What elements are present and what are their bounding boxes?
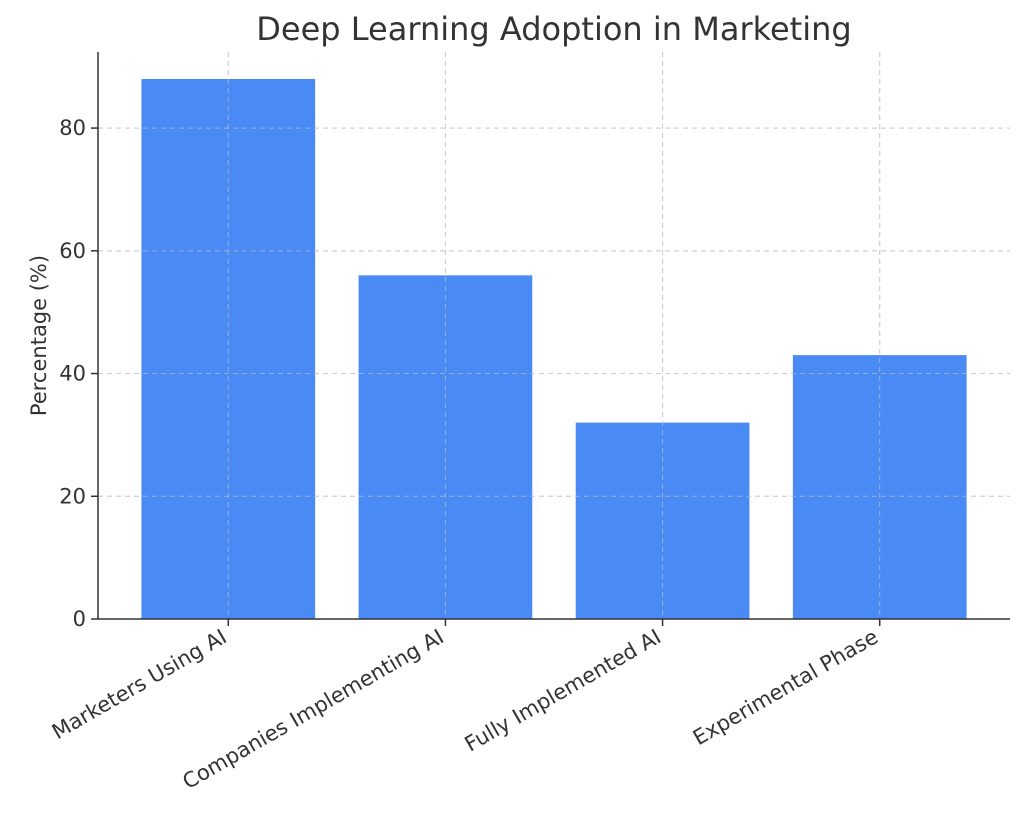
y-tick-label: 40: [59, 362, 86, 386]
x-tick-label: Experimental Phase: [689, 625, 882, 750]
x-tick-label: Fully Implemented AI: [461, 625, 665, 757]
y-tick-label: 0: [73, 607, 86, 631]
axes: [97, 52, 1010, 620]
y-tick-label: 60: [59, 239, 86, 263]
bars: [98, 52, 1010, 619]
y-tick-label: 80: [59, 116, 86, 140]
chart-title: Deep Learning Adoption in Marketing: [256, 10, 851, 48]
y-axis-label: Percentage (%): [27, 255, 51, 416]
y-ticks: 0 20 40 60 80: [59, 116, 98, 631]
x-tick-label: Marketers Using AI: [48, 625, 231, 744]
y-tick-label: 20: [59, 484, 86, 508]
